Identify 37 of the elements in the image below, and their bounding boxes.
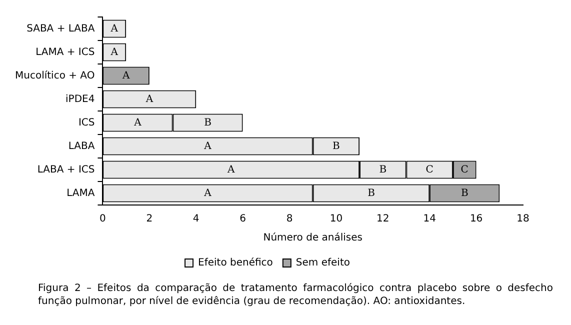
- data-label: B: [204, 117, 212, 128]
- x-tick-label: 16: [470, 214, 483, 225]
- y-tick-label: Mucolítico + AO: [14, 70, 95, 82]
- y-tick-label: LAMA + ICS: [36, 46, 95, 58]
- legend-label: Efeito benéfico: [198, 258, 273, 269]
- x-tick-label: 18: [516, 214, 530, 225]
- x-tick-label: 2: [146, 214, 153, 225]
- data-label: C: [426, 164, 434, 176]
- x-tick-label: 0: [100, 214, 106, 225]
- x-tick-label: 8: [286, 214, 293, 225]
- data-label: B: [332, 140, 340, 152]
- data-label: A: [133, 117, 142, 128]
- data-label: A: [226, 164, 236, 176]
- legend-label: Sem efeito: [296, 258, 350, 269]
- x-tick-label: 14: [423, 214, 436, 225]
- data-label: A: [203, 140, 212, 152]
- data-label: B: [379, 164, 387, 176]
- data-label: A: [144, 94, 154, 105]
- data-label: A: [110, 23, 119, 34]
- x-axis-title: Número de análises: [263, 232, 363, 244]
- y-tick-label: LAMA: [66, 188, 95, 199]
- y-tick-label: iPDE4: [66, 94, 95, 105]
- data-label: B: [460, 188, 468, 199]
- y-tick-label: LABA: [68, 140, 95, 152]
- y-tick-label: LABA + ICS: [37, 164, 95, 176]
- text: Figura 2 – Efeitos da comparação de tratamento farmacológico contra placebo sobre o desfecho função pulmonar, por nível de evidência (grau de recomendação). AO: antioxidantes.: [38, 282, 553, 308]
- x-tick-label: 12: [376, 214, 390, 225]
- x-tick-label: 6: [240, 214, 246, 225]
- x-tick-label: 10: [330, 214, 343, 225]
- data-label: A: [110, 46, 119, 58]
- x-tick-label: 4: [192, 214, 200, 225]
- data-label: A: [203, 188, 212, 199]
- y-tick-label: SABA + LABA: [26, 23, 95, 34]
- data-label: A: [121, 70, 130, 82]
- y-tick-label: ICS: [78, 117, 95, 128]
- data-label: C: [460, 164, 469, 176]
- data-label: B: [368, 188, 375, 199]
